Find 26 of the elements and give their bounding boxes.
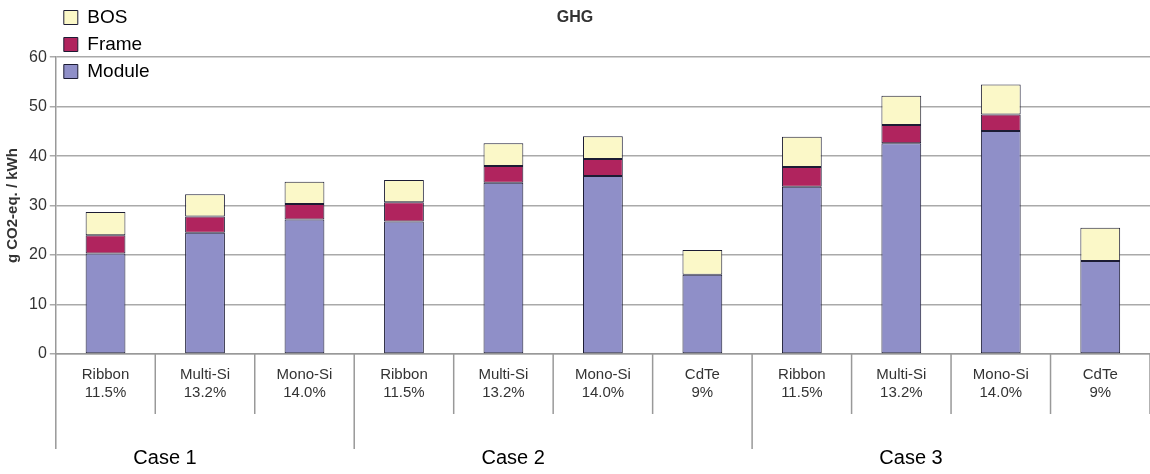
- chart-title: GHG: [556, 8, 594, 26]
- y-tick-label: 60: [29, 47, 47, 65]
- y-tick-label: 20: [29, 245, 47, 263]
- x-tick-label: Ribbon 11.5%: [778, 365, 826, 401]
- x-tick-label: Mono-Si 14.0%: [574, 365, 631, 401]
- legend-label: Module: [87, 59, 150, 81]
- text: Case 1: [133, 445, 197, 468]
- x-tick-label: Ribbon 11.5%: [81, 365, 130, 401]
- text: Case 3: [879, 445, 943, 468]
- y-tick-label: 10: [29, 294, 47, 312]
- x-tick-label: Multi-Si 13.2%: [180, 365, 231, 401]
- y-tick-label: 0: [37, 344, 47, 362]
- x-tick-label: Mono-Si 14.0%: [276, 365, 333, 401]
- y-axis-title: g CO2-eq. / kWh: [3, 148, 21, 264]
- legend-label: BOS: [87, 5, 128, 27]
- x-tick-label: Multi-Si 13.2%: [876, 365, 927, 401]
- x-tick-label: Ribbon 11.5%: [380, 365, 428, 401]
- legend-label: Frame: [87, 32, 143, 54]
- y-tick-label: 30: [29, 196, 47, 214]
- x-tick-label: Mono-Si 14.0%: [972, 365, 1029, 401]
- x-tick-label: CdTe 9%: [1082, 365, 1118, 401]
- y-tick-label: 50: [29, 97, 47, 115]
- x-tick-label: CdTe 9%: [684, 365, 720, 401]
- y-tick-label: 40: [29, 146, 47, 164]
- x-tick-label: Multi-Si 13.2%: [478, 365, 529, 401]
- text: Case 2: [481, 445, 545, 468]
